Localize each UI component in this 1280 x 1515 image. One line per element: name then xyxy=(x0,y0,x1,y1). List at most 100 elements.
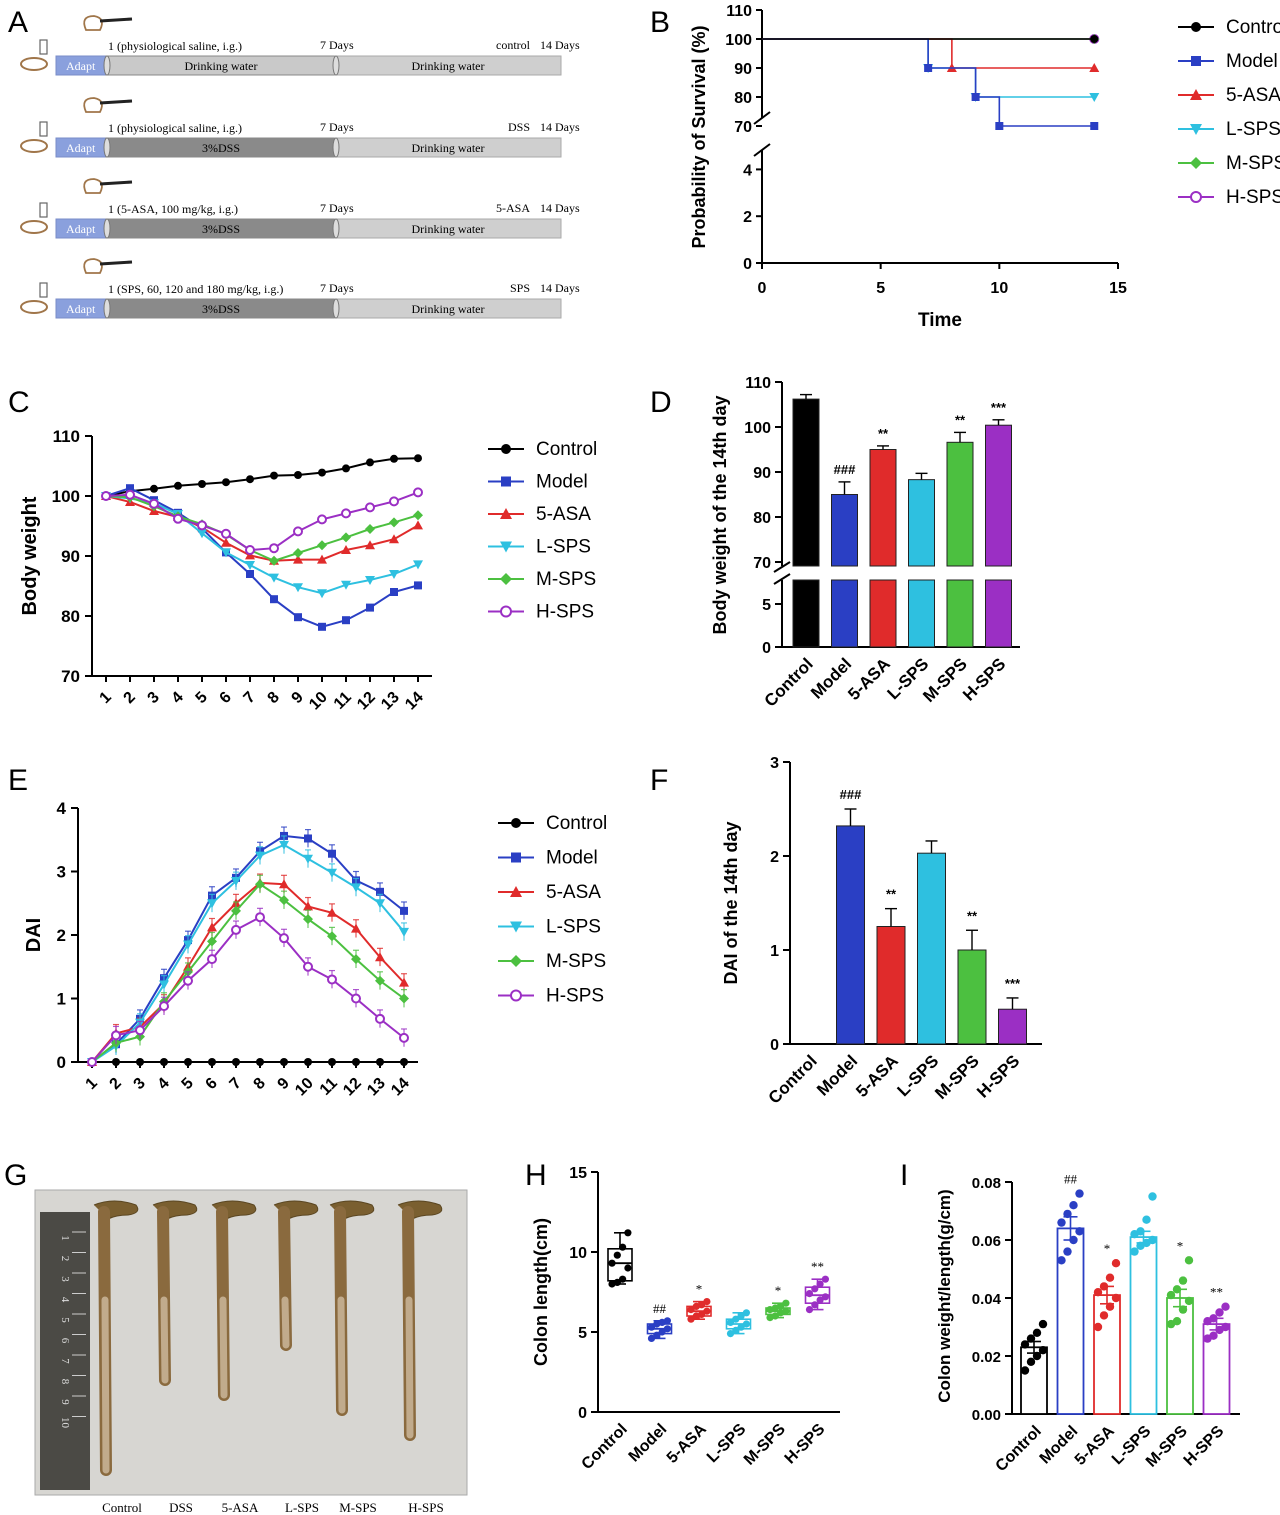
data-point xyxy=(159,980,169,990)
ruler-number: 8 xyxy=(59,1379,71,1385)
data-point xyxy=(279,895,289,906)
x-tick-label: Model xyxy=(626,1421,671,1466)
legend-entry: H-SPS xyxy=(546,986,604,1007)
y-axis-label: Probability of Survival (%) xyxy=(689,25,709,248)
data-point xyxy=(1111,1259,1121,1268)
legend-marker xyxy=(1190,157,1202,169)
legend-marker xyxy=(1190,124,1202,135)
data-point xyxy=(351,993,361,1004)
day7-label: 7 Days xyxy=(320,120,354,134)
data-point xyxy=(624,1229,632,1237)
data-point xyxy=(327,907,337,917)
data-point xyxy=(255,912,265,923)
data-point xyxy=(294,613,302,622)
data-point xyxy=(805,1290,814,1298)
data-point xyxy=(159,1001,169,1012)
survival-point xyxy=(971,93,980,101)
colon-segment-light xyxy=(219,1296,228,1399)
x-tick-label: 6 xyxy=(217,689,235,707)
survival-point xyxy=(995,122,1004,130)
data-point xyxy=(245,545,255,555)
legend-marker xyxy=(510,955,522,967)
phase2-label: Drinking water xyxy=(412,302,485,316)
data-point xyxy=(351,923,361,933)
day14-label: 14 Days xyxy=(540,201,580,215)
x-tick-label: 14 xyxy=(402,689,427,714)
legend-entry: Model xyxy=(546,848,598,869)
bar-cap xyxy=(103,218,111,239)
y-tick-label: 110 xyxy=(53,427,80,446)
data-point xyxy=(207,922,217,932)
data-point xyxy=(726,1318,735,1326)
x-tick-label: 11 xyxy=(317,1075,341,1099)
data-point xyxy=(269,573,279,583)
legend-marker xyxy=(510,886,522,897)
data-point xyxy=(317,589,327,599)
data-point xyxy=(280,1058,288,1066)
data-point xyxy=(414,581,422,590)
data-point xyxy=(390,588,398,596)
data-point xyxy=(1063,1209,1072,1219)
y-axis-label: DAI of the 14th day xyxy=(721,821,741,984)
data-point xyxy=(413,487,423,498)
data-point xyxy=(413,520,423,530)
data-point xyxy=(303,914,313,925)
series-line-Model xyxy=(91,834,405,1063)
x-tick-label: 11 xyxy=(331,689,355,713)
data-point xyxy=(413,510,423,521)
y-tick-label: 15 xyxy=(569,1165,587,1182)
data-point xyxy=(318,468,326,477)
data-point xyxy=(1057,1256,1066,1265)
data-point xyxy=(816,1296,824,1304)
data-point xyxy=(816,1280,824,1288)
data-point xyxy=(703,1307,711,1315)
series-line-Control xyxy=(105,457,419,497)
panel-letter-h: H xyxy=(525,1159,547,1192)
ruler-number: 9 xyxy=(59,1399,71,1405)
x-tick-label: 4 xyxy=(169,689,187,707)
day14-label: 14 Days xyxy=(540,38,580,52)
data-point xyxy=(413,560,423,570)
data-point xyxy=(1136,1227,1145,1236)
ruler-number: 6 xyxy=(59,1338,71,1344)
x-tick-label: M-SPS xyxy=(919,654,971,706)
data-point xyxy=(400,906,408,915)
data-point xyxy=(208,1058,216,1066)
data-point xyxy=(342,464,350,473)
bar xyxy=(1166,1297,1194,1415)
mouse-icon xyxy=(83,178,103,194)
x-tick-label: 10 xyxy=(306,689,331,714)
data-point xyxy=(246,570,254,578)
data-point xyxy=(317,554,327,564)
data-point xyxy=(366,458,374,467)
data-point xyxy=(136,1058,144,1066)
adapt-label: Adapt xyxy=(66,222,96,236)
y-axis-label: Body weight of the 14th day xyxy=(710,395,730,634)
dose-label: 1 (5-ASA, 100 mg/kg, i.g.) xyxy=(108,202,238,216)
data-point xyxy=(365,502,375,513)
cage-icon xyxy=(39,121,48,137)
x-tick-label: 7 xyxy=(227,1075,245,1093)
data-point xyxy=(221,548,231,558)
cage-icon xyxy=(39,282,48,298)
data-point xyxy=(1178,1305,1188,1314)
data-point xyxy=(231,924,241,935)
x-tick-label: 3 xyxy=(145,689,163,707)
data-point xyxy=(376,1058,384,1066)
data-point xyxy=(341,532,351,543)
data-point xyxy=(279,879,289,889)
bar-cap xyxy=(103,298,111,319)
data-point xyxy=(624,1264,632,1272)
y-tick-label: 70 xyxy=(753,555,771,572)
panel-letter-c: C xyxy=(8,386,30,419)
y-tick-label: 0.08 xyxy=(972,1175,1001,1192)
data-point xyxy=(318,622,326,631)
data-point xyxy=(221,537,231,547)
legend-marker xyxy=(510,989,522,1002)
legend-marker xyxy=(500,573,512,585)
data-point xyxy=(304,834,312,843)
data-point xyxy=(231,905,241,916)
x-tick-label: 5-ASA xyxy=(1072,1422,1118,1468)
data-point xyxy=(1148,1192,1157,1201)
